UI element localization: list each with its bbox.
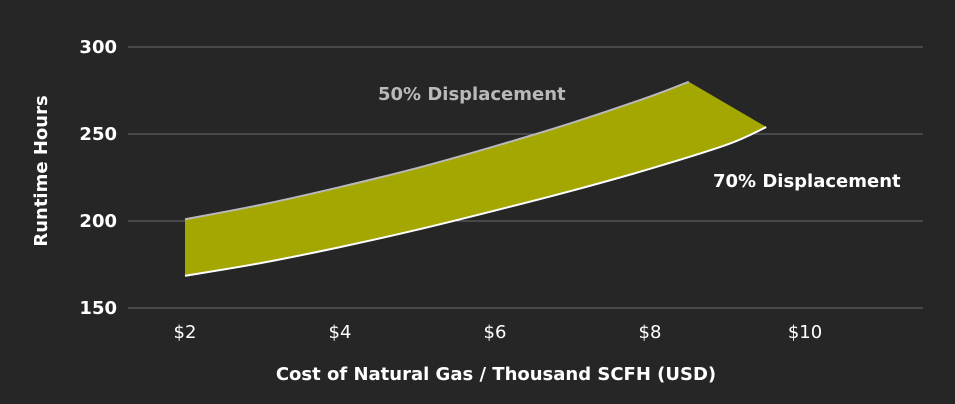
y-axis-ticks: 150 200 250 300 bbox=[79, 37, 117, 319]
series-line-50-displacement bbox=[184, 80, 690, 221]
y-axis-title: Runtime Hours bbox=[31, 95, 52, 246]
x-axis-title: Cost of Natural Gas / Thousand SCFH (USD… bbox=[276, 364, 716, 385]
x-tick-label-2: $2 bbox=[174, 322, 197, 343]
displacement-band-area bbox=[185, 81, 767, 276]
x-tick-label-10: $10 bbox=[788, 322, 822, 343]
y-tick-label-150: 150 bbox=[79, 298, 117, 319]
x-tick-label-4: $4 bbox=[329, 322, 352, 343]
y-tick-label-250: 250 bbox=[79, 124, 117, 145]
series-line-70-displacement bbox=[184, 126, 767, 277]
y-tick-label-200: 200 bbox=[79, 211, 117, 232]
x-axis-ticks: $2 $4 $6 $8 $10 bbox=[174, 322, 823, 343]
series-label-50-displacement: 50% Displacement bbox=[378, 84, 566, 105]
y-tick-label-300: 300 bbox=[79, 37, 117, 58]
series-label-70-displacement: 70% Displacement bbox=[713, 171, 901, 192]
x-tick-label-8: $8 bbox=[639, 322, 662, 343]
x-tick-label-6: $6 bbox=[484, 322, 507, 343]
